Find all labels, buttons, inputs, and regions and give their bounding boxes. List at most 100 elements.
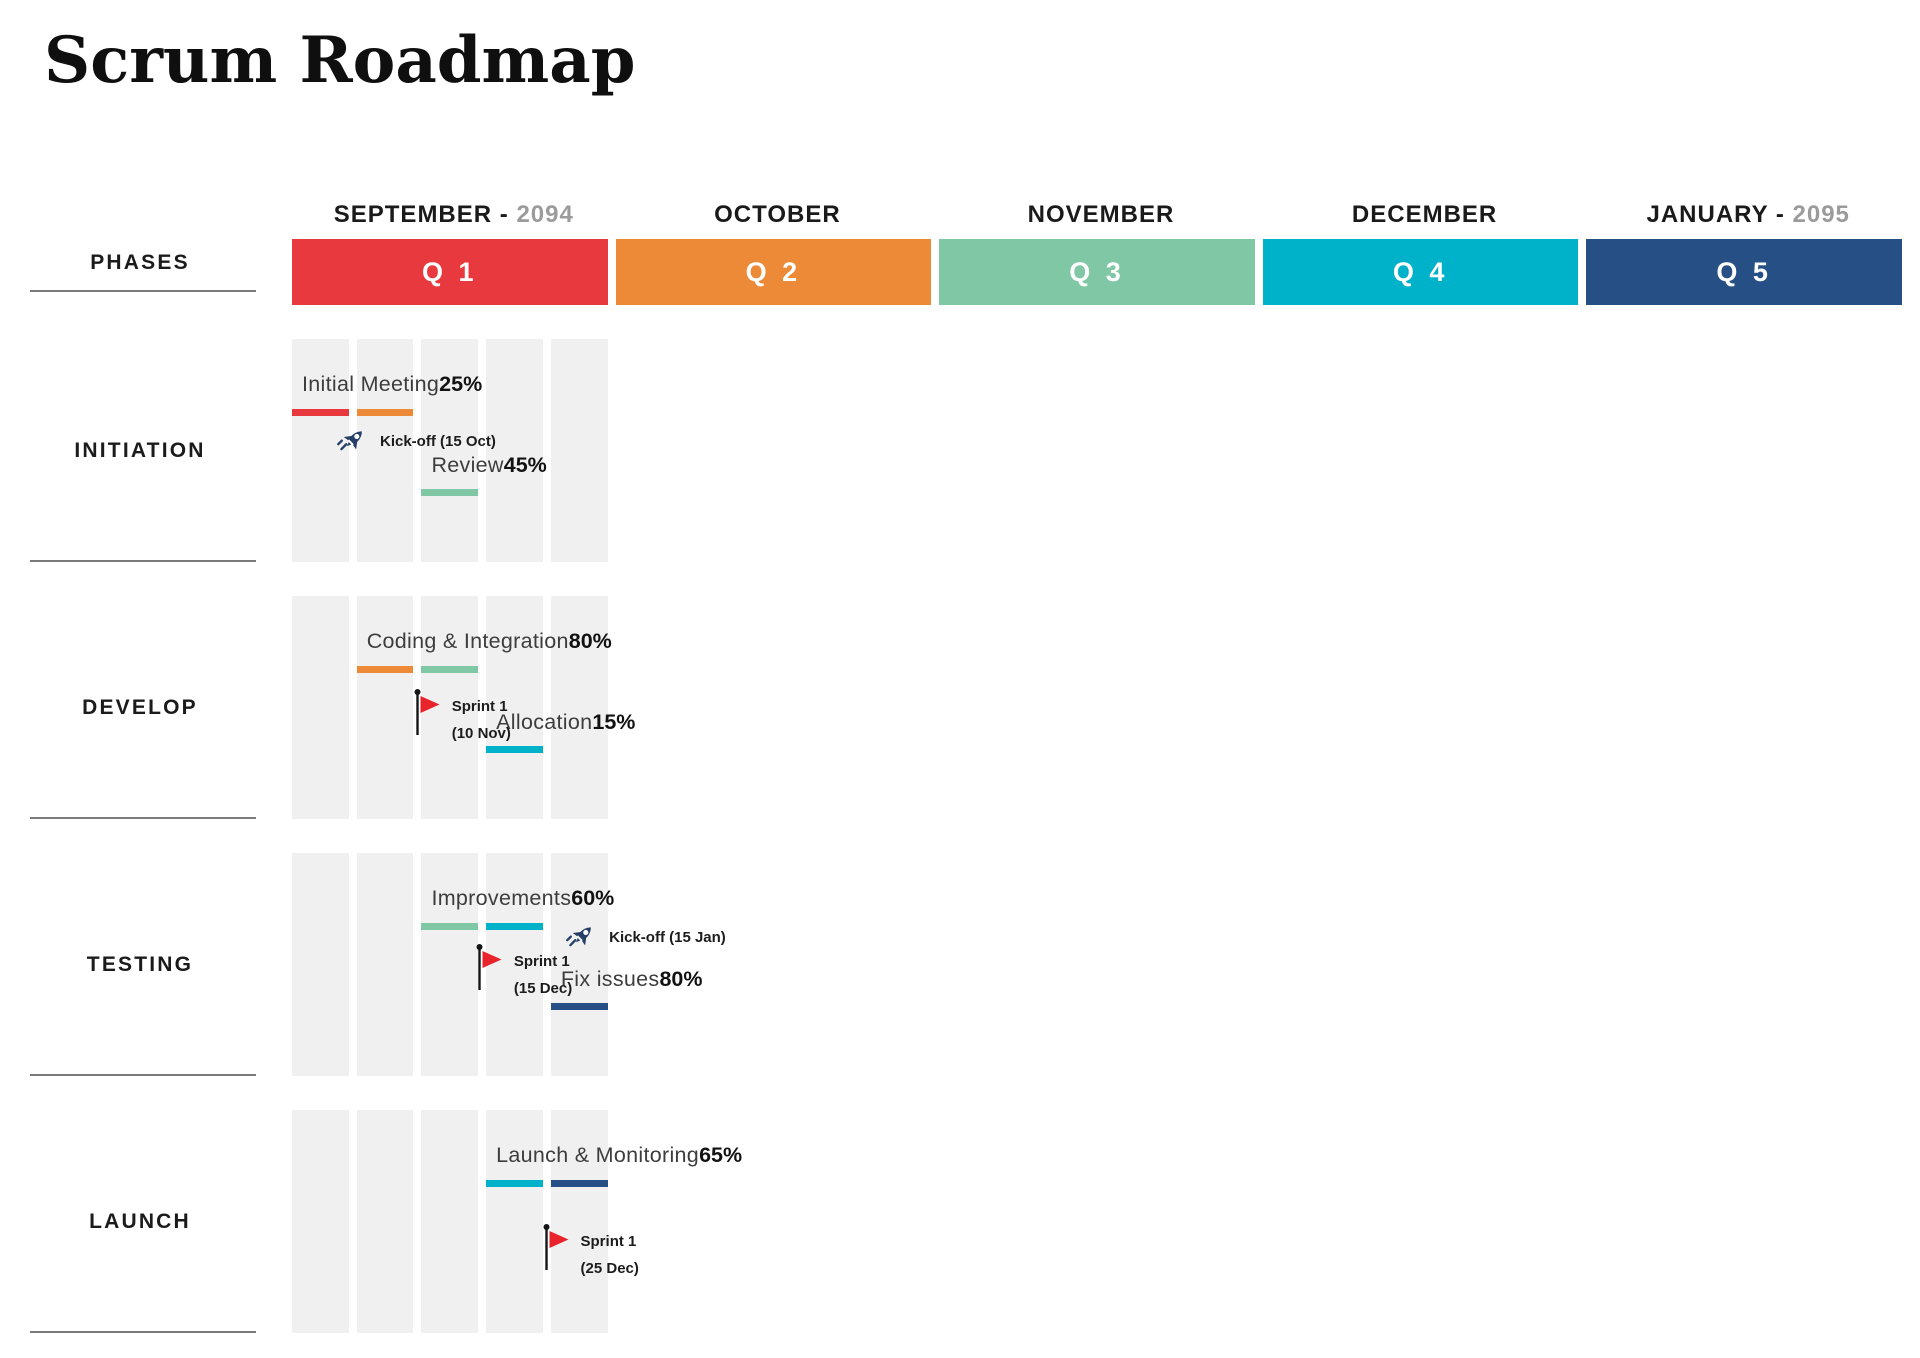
milestone-label: Kick-off (15 Jan)	[609, 928, 726, 948]
month-band	[292, 596, 349, 819]
task-bar-segment	[550, 1180, 608, 1187]
phase-row-launch: LAUNCH Launch & Monitoring 65% Sprint 1 (25 …	[24, 1076, 1910, 1333]
task-bar-segment	[421, 666, 479, 673]
month-label: JANUARY - 2095	[1586, 200, 1910, 230]
phases-label: PHASES	[90, 251, 190, 274]
task-label: Initial Meeting	[302, 372, 440, 396]
milestone-rocket: Kick-off (15 Jan)	[565, 921, 726, 955]
task: Coding & Integration 80%	[367, 629, 612, 654]
year-label: 2094	[516, 201, 574, 228]
task-bar-segment	[486, 1180, 543, 1187]
month-band	[356, 1110, 414, 1333]
month-label: NOVEMBER	[939, 200, 1263, 230]
month-band	[421, 1110, 479, 1333]
phases-header-cell: PHASES	[24, 200, 292, 305]
task: Allocation 15%	[496, 710, 635, 735]
flag-icon	[412, 688, 442, 740]
year-separator: -	[492, 201, 517, 228]
month-band	[486, 853, 543, 1076]
rocket-icon	[565, 921, 599, 955]
task-bar-segment	[292, 409, 349, 416]
phase-timeline: Improvements 60% Fix issues 80% Sprint 1 (15 …	[292, 819, 726, 1076]
quarter-bar: Q 2	[615, 239, 932, 305]
year-label: 2095	[1792, 201, 1850, 228]
phase-label: TESTING	[86, 952, 194, 976]
quarter-bar: Q 3	[939, 239, 1255, 305]
task-label: Allocation	[496, 710, 593, 734]
task-bar-segment	[421, 489, 479, 496]
month-band	[550, 1110, 608, 1333]
milestone-text-line: Kick-off (15 Oct)	[380, 433, 496, 450]
timeline-overlay: Coding & Integration 80% Allocation 15% Spri…	[292, 596, 635, 819]
task-label: Launch & Monitoring	[496, 1143, 700, 1167]
month-label: DECEMBER	[1263, 200, 1587, 230]
milestone-rocket: Kick-off (15 Oct)	[336, 425, 496, 459]
task-progress: 25%	[439, 372, 483, 396]
task-progress: 60%	[571, 886, 615, 910]
timeline-overlay: Launch & Monitoring 65% Sprint 1 (25 Dec)	[292, 1110, 742, 1333]
rocket-icon	[336, 425, 370, 459]
month-band	[486, 339, 543, 562]
month-band	[292, 1110, 349, 1333]
year-separator: -	[1768, 201, 1793, 228]
task-bar-segment	[356, 409, 414, 416]
phase-timeline: Initial Meeting 25% Review 45% Kick-off (15 …	[292, 305, 616, 562]
phase-label: DEVELOP	[82, 695, 198, 719]
quarter-bar: Q 4	[1262, 239, 1579, 305]
milestone-text-line: Sprint 1	[451, 698, 508, 715]
month-bands	[292, 819, 616, 1076]
month-band	[550, 853, 608, 1076]
month-label: SEPTEMBER - 2094	[292, 200, 616, 230]
month-band	[486, 596, 543, 819]
task-bar-segment	[486, 746, 543, 753]
phase-rows: INITIATION Initial Meeting 25% Review 45% Kic…	[24, 305, 1910, 1333]
milestone-text-line: Kick-off (15 Jan)	[609, 929, 726, 946]
task-bar-segment	[486, 923, 543, 930]
phase-label-cell: DEVELOP	[24, 562, 292, 819]
month-column-header: SEPTEMBER - 2094 Q 1	[292, 200, 616, 305]
month-band	[486, 1110, 543, 1333]
task-label: Coding & Integration	[366, 629, 569, 653]
milestone-flag: Sprint 1 (10 Nov)	[412, 688, 511, 747]
phase-label: INITIATION	[74, 438, 206, 462]
task: Review 45%	[431, 453, 546, 478]
phase-row-initiation: INITIATION Initial Meeting 25% Review 45% Kic…	[24, 305, 1910, 562]
task-progress: 80%	[659, 967, 703, 991]
month-name-text: OCTOBER	[714, 201, 841, 228]
milestone-label: Sprint 1 (25 Dec)	[581, 1228, 639, 1282]
timeline-overlay: Initial Meeting 25% Review 45% Kick-off (15 …	[292, 339, 616, 562]
task: Fix issues 80%	[561, 967, 703, 992]
phase-row-develop: DEVELOP Coding & Integration 80% Allocation…	[24, 562, 1910, 819]
phase-label-cell: LAUNCH	[24, 1076, 292, 1333]
month-band	[550, 339, 608, 562]
task-label: Fix issues	[560, 967, 660, 991]
phase-label-cell: TESTING	[24, 819, 292, 1076]
month-name-text: SEPTEMBER	[333, 201, 493, 228]
month-column-header: OCTOBER Q 2	[615, 200, 940, 305]
flag-icon	[541, 1223, 571, 1275]
task-progress: 15%	[592, 710, 636, 734]
month-band	[550, 596, 608, 819]
task-label: Improvements	[431, 886, 572, 910]
milestone-label: Kick-off (15 Oct)	[380, 432, 496, 452]
task-bar-segment	[550, 1003, 608, 1010]
page-title: Scrum Roadmap	[44, 23, 636, 98]
month-name-text: DECEMBER	[1351, 201, 1498, 228]
milestone-date-line: (25 Dec)	[580, 1260, 639, 1277]
milestone-flag: Sprint 1 (25 Dec)	[541, 1223, 639, 1282]
timeline-header: PHASES SEPTEMBER - 2094 Q 1 OCTOBER Q 2 NOVE…	[24, 200, 1910, 305]
month-bands	[292, 1076, 616, 1333]
task-label: Review	[431, 453, 504, 477]
phase-row-testing: TESTING Improvements 60% Fix issues 80% Sprin…	[24, 819, 1910, 1076]
phase-label-cell: INITIATION	[24, 305, 292, 562]
month-band	[292, 339, 349, 562]
milestone-flag: Sprint 1 (15 Dec)	[474, 943, 572, 1002]
month-bands	[292, 562, 616, 819]
month-band	[421, 339, 479, 562]
month-name-text: JANUARY	[1646, 201, 1769, 228]
month-column-header: DECEMBER Q 4	[1262, 200, 1587, 305]
phase-label: LAUNCH	[89, 1209, 191, 1233]
month-band	[356, 853, 414, 1076]
milestone-text-line: Sprint 1	[580, 1233, 637, 1250]
